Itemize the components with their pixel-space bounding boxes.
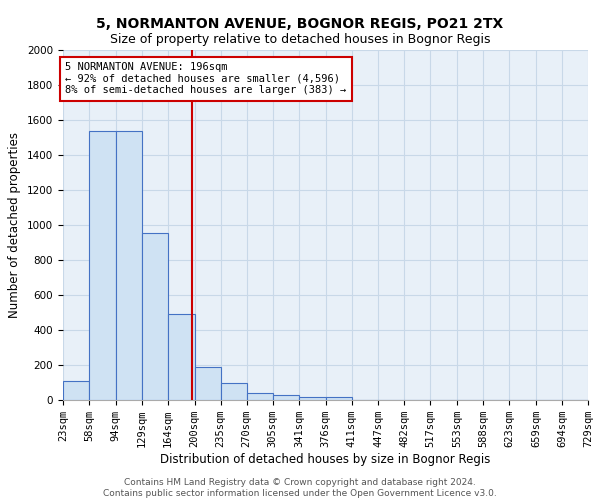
Bar bbox=[221, 382, 247, 400]
Text: 5, NORMANTON AVENUE, BOGNOR REGIS, PO21 2TX: 5, NORMANTON AVENUE, BOGNOR REGIS, PO21 … bbox=[97, 18, 503, 32]
Bar bbox=[194, 367, 221, 400]
Bar bbox=[168, 314, 194, 400]
Bar bbox=[273, 395, 299, 400]
Bar bbox=[116, 130, 142, 400]
Text: Contains HM Land Registry data © Crown copyright and database right 2024.
Contai: Contains HM Land Registry data © Crown c… bbox=[103, 478, 497, 498]
Bar bbox=[247, 393, 273, 400]
Text: 5 NORMANTON AVENUE: 196sqm
← 92% of detached houses are smaller (4,596)
8% of se: 5 NORMANTON AVENUE: 196sqm ← 92% of deta… bbox=[65, 62, 346, 96]
Bar bbox=[63, 381, 89, 400]
Bar bbox=[326, 396, 352, 400]
Bar bbox=[142, 233, 168, 400]
Bar bbox=[89, 130, 116, 400]
Y-axis label: Number of detached properties: Number of detached properties bbox=[8, 132, 22, 318]
X-axis label: Distribution of detached houses by size in Bognor Regis: Distribution of detached houses by size … bbox=[160, 453, 491, 466]
Bar bbox=[299, 396, 325, 400]
Text: Size of property relative to detached houses in Bognor Regis: Size of property relative to detached ho… bbox=[110, 32, 490, 46]
